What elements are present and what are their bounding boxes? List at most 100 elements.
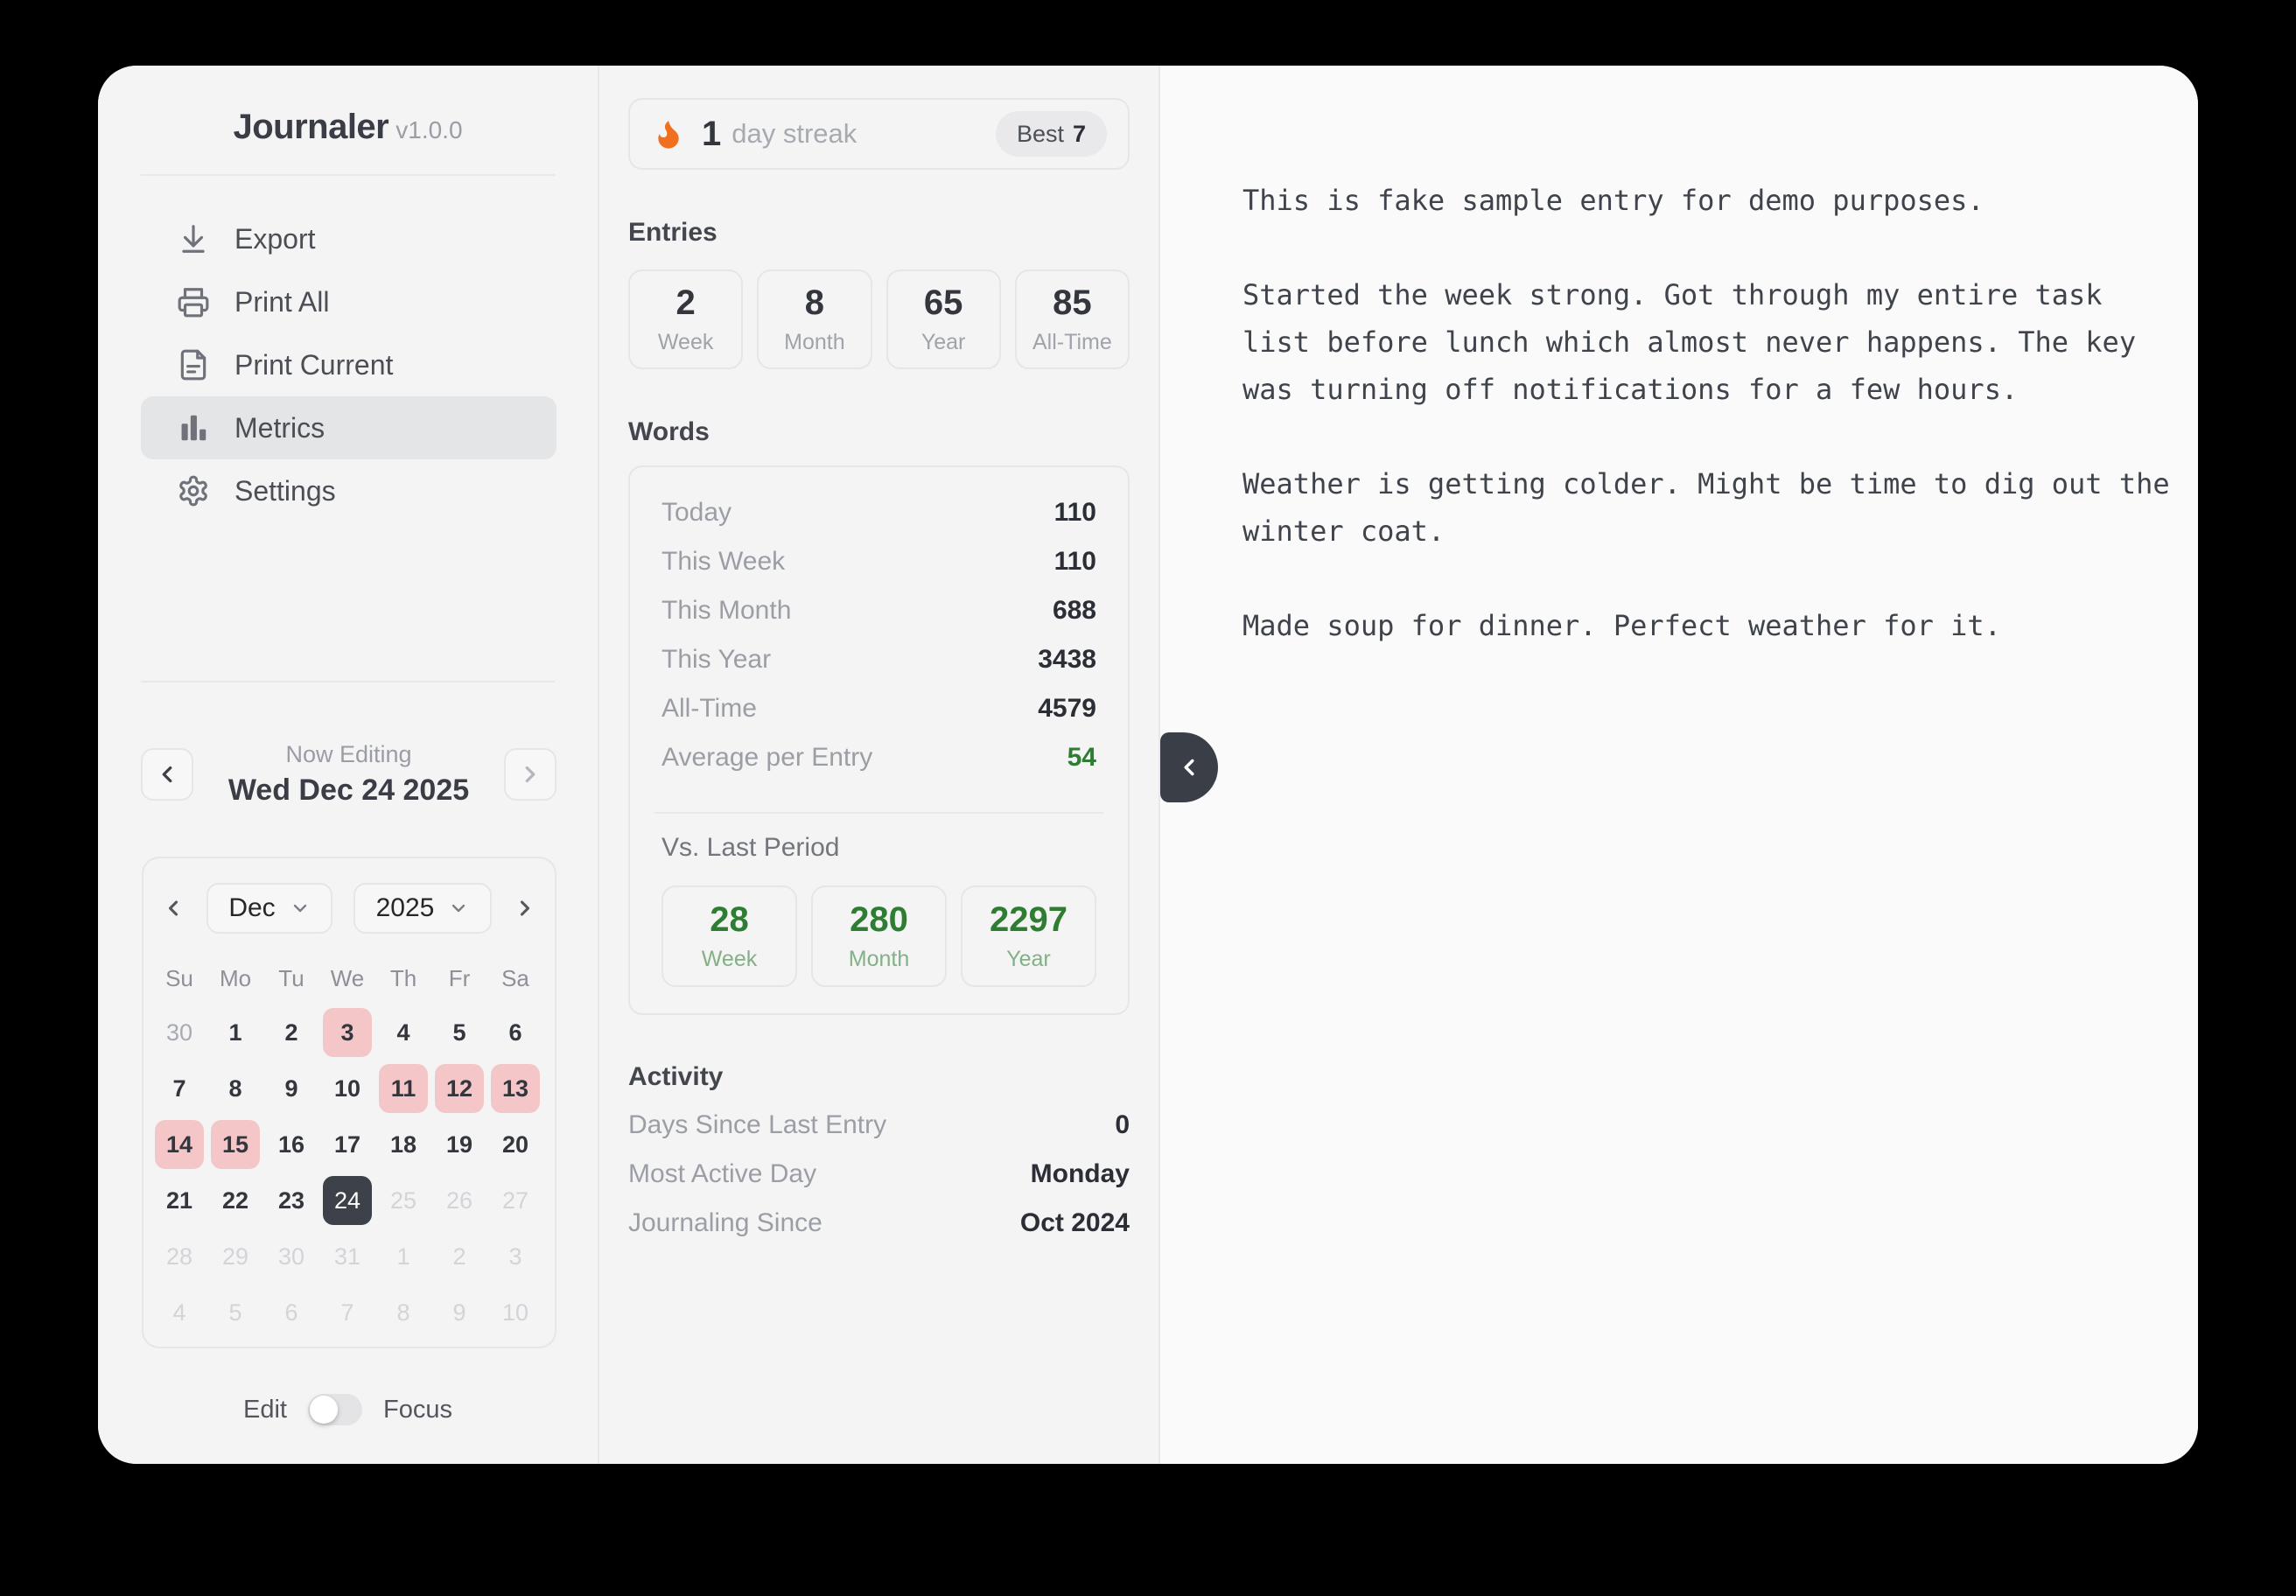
sidebar-item-print-current[interactable]: Print Current	[141, 333, 556, 396]
sidebar-item-settings[interactable]: Settings	[141, 459, 556, 522]
mode-toggle[interactable]	[308, 1394, 362, 1425]
previous-day-button[interactable]	[141, 748, 193, 801]
calendar-day[interactable]: 6	[284, 1298, 298, 1326]
stat-label: Year	[920, 330, 966, 354]
calendar-day[interactable]: 4	[396, 1018, 410, 1046]
vs-value: 2297	[990, 900, 1068, 939]
calendar-day[interactable]: 16	[277, 1130, 305, 1158]
entries-alltime-card: 85 All-Time	[1014, 270, 1130, 369]
calendar-day[interactable]: 30	[165, 1018, 193, 1046]
calendar-day[interactable]: 21	[165, 1186, 193, 1214]
calendar-day[interactable]: 12	[435, 1064, 484, 1113]
calendar-day[interactable]: 5	[452, 1018, 466, 1046]
next-month-button[interactable]	[513, 896, 537, 920]
calendar-day[interactable]: 27	[501, 1186, 529, 1214]
vs-week-card: 28 Week	[662, 886, 797, 987]
words-row-label: This Week	[662, 547, 786, 576]
words-row-label: All-Time	[662, 694, 757, 723]
calendar-day[interactable]: 26	[445, 1186, 473, 1214]
calendar-day[interactable]: 7	[340, 1298, 354, 1326]
calendar-day[interactable]: 25	[389, 1186, 417, 1214]
activity-row: Most Active Day Monday	[628, 1150, 1130, 1199]
sidebar-item-metrics[interactable]: Metrics	[141, 396, 556, 459]
calendar-day[interactable]: 2	[284, 1018, 298, 1046]
vs-year-card: 2297 Year	[961, 886, 1096, 987]
calendar-day[interactable]: 1	[228, 1018, 242, 1046]
flame-icon	[658, 121, 679, 149]
vs-label: Month	[848, 947, 910, 971]
sidebar-divider	[141, 174, 555, 176]
calendar-day[interactable]: 17	[333, 1130, 361, 1158]
words-row-value: 688	[1052, 596, 1096, 625]
calendar-weekdays: Su Mo Tu We Th Fr Sa	[155, 965, 543, 992]
calendar-day[interactable]: 9	[452, 1298, 466, 1326]
stat-value: 85	[1053, 284, 1092, 322]
sidebar-item-print-all[interactable]: Print All	[141, 270, 556, 333]
year-select-value: 2025	[375, 893, 435, 922]
words-row-label: This Year	[662, 645, 772, 674]
month-select-value: Dec	[228, 893, 276, 922]
activity-row: Journaling Since Oct 2024	[628, 1199, 1130, 1248]
calendar-day[interactable]: 4	[172, 1298, 186, 1326]
calendar-day[interactable]: 29	[221, 1242, 249, 1270]
words-row: All-Time 4579	[662, 684, 1096, 733]
best-streak-value: 7	[1072, 120, 1086, 147]
journal-entry-text[interactable]: This is fake sample entry for demo purpo…	[1242, 184, 2170, 642]
weekday-label: Mo	[219, 965, 252, 991]
calendar-day[interactable]: 8	[396, 1298, 410, 1326]
calendar-day[interactable]: 30	[277, 1242, 305, 1270]
calendar-day[interactable]: 3	[508, 1242, 522, 1270]
calendar-day[interactable]: 13	[491, 1064, 540, 1113]
month-select[interactable]: Dec	[206, 883, 332, 934]
chevron-left-icon	[1184, 759, 1194, 776]
calendar-day[interactable]: 1	[396, 1242, 410, 1270]
calendar-day[interactable]: 2	[452, 1242, 466, 1270]
words-row-value: 110	[1054, 498, 1096, 527]
words-row-value: 4579	[1038, 694, 1096, 723]
activity-heading: Activity	[628, 1062, 724, 1091]
collapse-panel-button[interactable]	[1160, 732, 1218, 802]
printer-icon	[177, 285, 210, 318]
chevron-down-icon	[293, 904, 306, 913]
calendar-day[interactable]: 7	[172, 1074, 186, 1102]
calendar-day[interactable]: 31	[333, 1242, 361, 1270]
chevron-down-icon	[452, 904, 466, 913]
calendar-day[interactable]: 10	[501, 1298, 529, 1326]
stat-label: All-Time	[1032, 330, 1112, 354]
previous-month-button[interactable]	[161, 896, 186, 920]
vs-label: Week	[701, 947, 758, 971]
stat-label: Week	[657, 330, 714, 354]
calendar-day[interactable]: 10	[333, 1074, 361, 1102]
sidebar-item-export[interactable]: Export	[141, 207, 556, 270]
best-streak-badge: Best 7	[995, 111, 1107, 157]
calendar: Dec 2025 Su Mo Tu We Th Fr Sa	[142, 857, 556, 1348]
calendar-day[interactable]: 18	[389, 1130, 417, 1158]
calendar-day[interactable]: 11	[379, 1064, 428, 1113]
words-divider	[654, 812, 1103, 814]
calendar-day[interactable]: 3	[323, 1008, 372, 1057]
entries-week-card: 2 Week	[628, 270, 744, 369]
calendar-day[interactable]: 9	[284, 1074, 298, 1102]
calendar-day[interactable]: 20	[501, 1130, 529, 1158]
next-day-button[interactable]	[503, 748, 556, 801]
streak-count: 1	[702, 114, 722, 153]
calendar-day[interactable]: 22	[221, 1186, 249, 1214]
gear-icon	[177, 474, 210, 508]
words-card: Today 110 This Week 110 This Month 688 T…	[628, 466, 1130, 1015]
words-row: This Month 688	[662, 586, 1096, 635]
weekday-label: We	[330, 965, 365, 991]
calendar-day[interactable]: 14	[155, 1120, 204, 1169]
calendar-day[interactable]: 24	[323, 1176, 372, 1225]
calendar-day[interactable]: 5	[228, 1298, 242, 1326]
calendar-day[interactable]: 6	[508, 1018, 522, 1046]
year-select[interactable]: 2025	[354, 883, 492, 934]
file-text-icon	[177, 348, 210, 382]
calendar-day[interactable]: 28	[165, 1242, 193, 1270]
calendar-day[interactable]: 8	[228, 1074, 242, 1102]
app-name: Journaler	[233, 108, 389, 146]
calendar-day[interactable]: 23	[277, 1186, 305, 1214]
streak-label: day streak	[732, 118, 858, 149]
calendar-day[interactable]: 15	[211, 1120, 260, 1169]
vs-month-card: 280 Month	[811, 886, 947, 987]
calendar-day[interactable]: 19	[445, 1130, 473, 1158]
